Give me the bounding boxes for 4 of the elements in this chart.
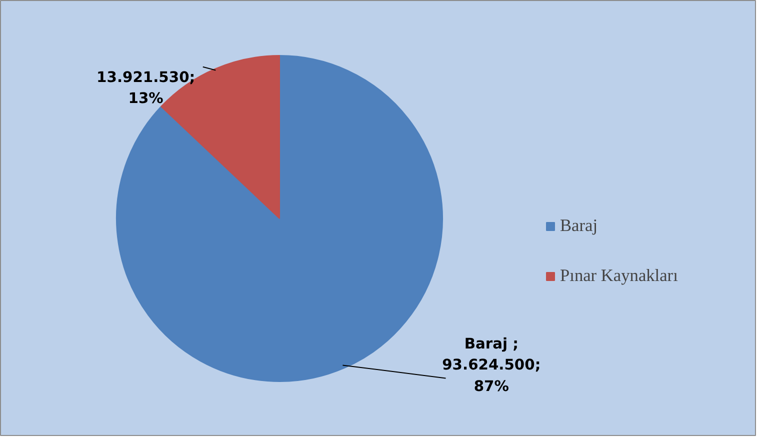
data-label: 13.921.530; 13% (96, 68, 196, 108)
legend-label: Baraj (560, 216, 598, 236)
legend-label: Pınar Kaynakları (560, 266, 678, 286)
data-label: Baraj ; 93.624.500; 87% (442, 335, 541, 395)
